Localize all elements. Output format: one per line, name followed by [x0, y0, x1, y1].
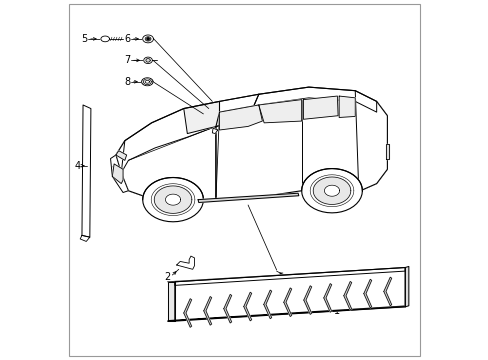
Polygon shape	[385, 144, 388, 158]
Polygon shape	[224, 294, 231, 323]
Polygon shape	[142, 35, 153, 43]
Polygon shape	[219, 105, 262, 130]
Polygon shape	[167, 306, 406, 321]
Text: 3: 3	[284, 276, 290, 286]
Text: 5: 5	[81, 34, 87, 44]
Polygon shape	[183, 94, 258, 134]
Text: 8: 8	[124, 77, 130, 87]
Polygon shape	[143, 79, 151, 85]
Polygon shape	[383, 277, 391, 306]
Polygon shape	[198, 193, 298, 203]
Polygon shape	[324, 185, 339, 196]
Polygon shape	[167, 282, 175, 321]
Polygon shape	[263, 290, 271, 319]
Polygon shape	[405, 266, 408, 307]
Polygon shape	[145, 37, 151, 41]
Polygon shape	[363, 279, 371, 308]
Text: 1: 1	[333, 306, 339, 316]
Polygon shape	[176, 256, 194, 269]
Polygon shape	[343, 282, 351, 310]
Polygon shape	[303, 96, 337, 119]
Polygon shape	[303, 286, 311, 314]
Polygon shape	[147, 38, 149, 40]
Polygon shape	[183, 299, 191, 327]
Text: 7: 7	[124, 55, 130, 65]
Polygon shape	[216, 87, 386, 200]
Polygon shape	[203, 297, 211, 325]
Polygon shape	[121, 102, 219, 173]
Polygon shape	[154, 186, 191, 213]
Polygon shape	[165, 194, 180, 205]
Polygon shape	[116, 87, 386, 203]
Polygon shape	[82, 105, 91, 237]
Polygon shape	[143, 57, 152, 64]
Polygon shape	[116, 151, 126, 160]
Text: 4: 4	[74, 161, 80, 171]
Polygon shape	[219, 87, 376, 112]
Polygon shape	[212, 128, 217, 134]
Polygon shape	[80, 235, 90, 242]
Polygon shape	[175, 267, 405, 321]
Polygon shape	[142, 177, 203, 222]
Polygon shape	[301, 168, 362, 213]
Polygon shape	[258, 100, 301, 123]
Polygon shape	[116, 102, 219, 203]
Text: 2: 2	[164, 272, 170, 282]
Polygon shape	[323, 284, 331, 312]
Polygon shape	[339, 96, 354, 117]
Polygon shape	[312, 177, 350, 204]
Text: 6: 6	[124, 34, 130, 44]
Polygon shape	[175, 267, 405, 285]
Polygon shape	[112, 164, 123, 184]
Polygon shape	[283, 288, 291, 316]
Polygon shape	[110, 155, 128, 193]
Polygon shape	[145, 80, 149, 83]
Polygon shape	[101, 36, 109, 42]
Polygon shape	[145, 59, 150, 62]
Polygon shape	[244, 292, 251, 321]
Polygon shape	[142, 78, 153, 86]
